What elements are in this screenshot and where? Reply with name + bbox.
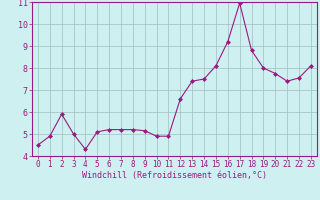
X-axis label: Windchill (Refroidissement éolien,°C): Windchill (Refroidissement éolien,°C) — [82, 171, 267, 180]
